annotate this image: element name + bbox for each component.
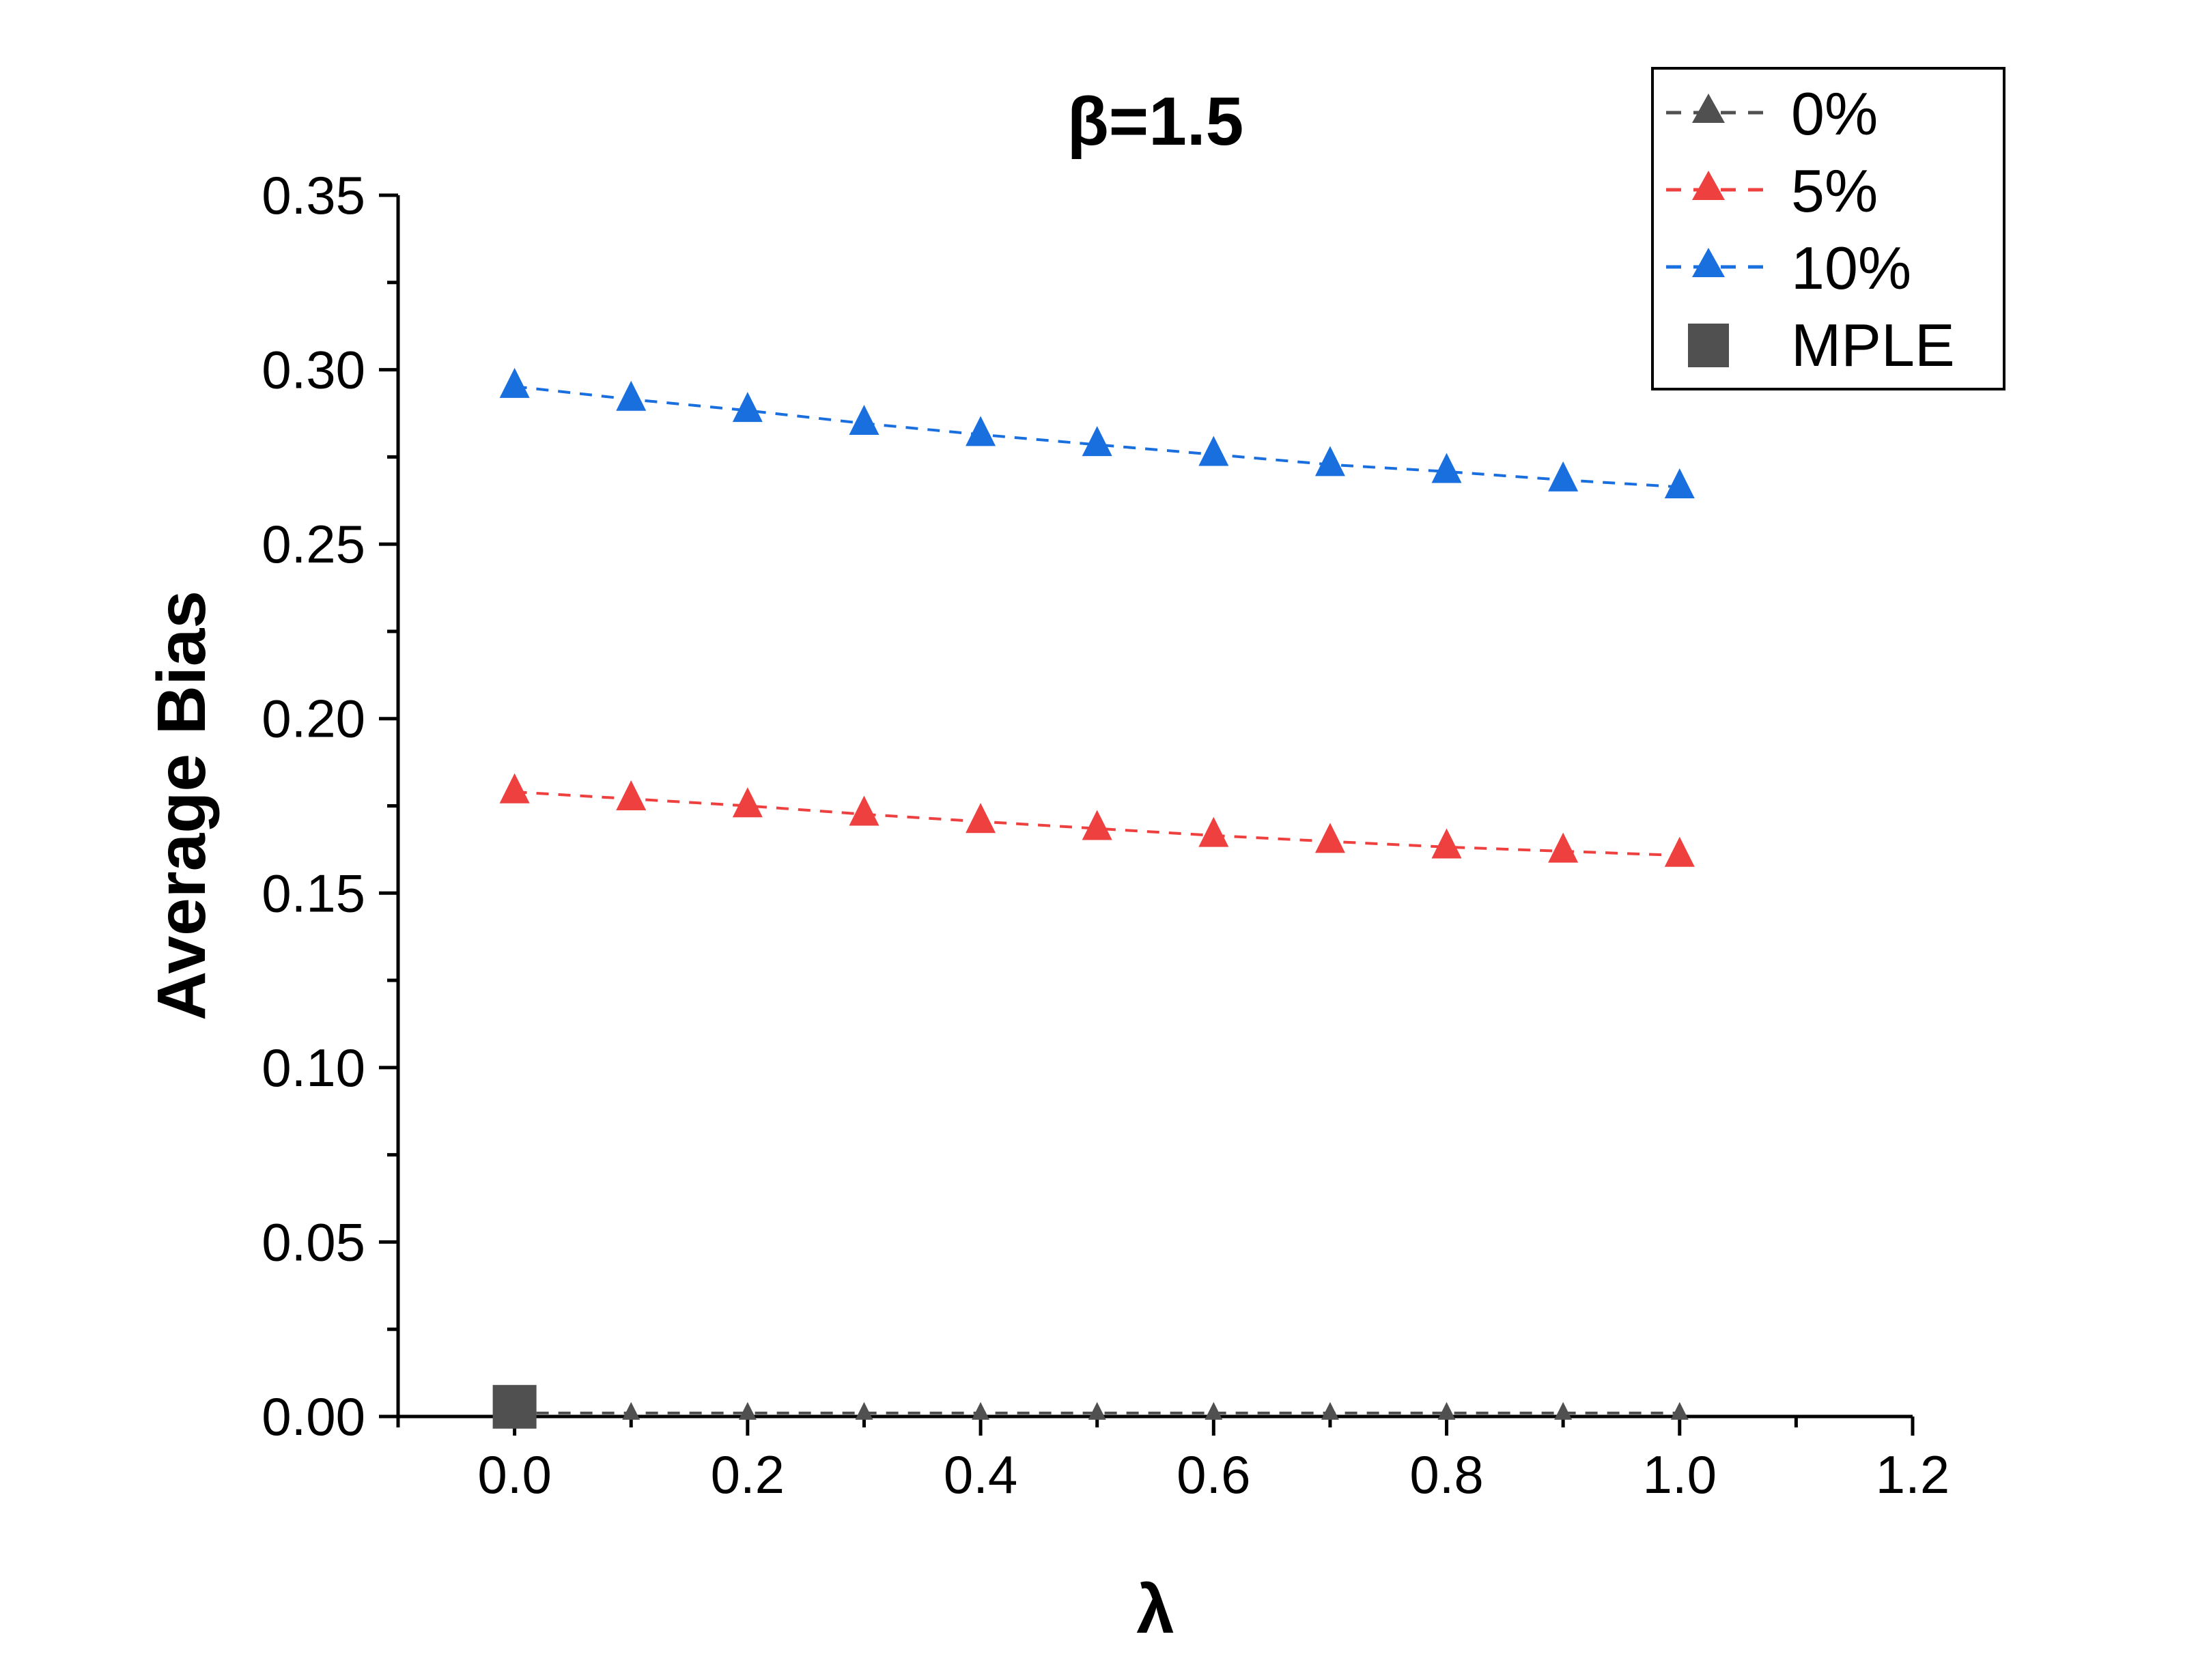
data-point-5pct [1314, 823, 1345, 853]
legend-label-5pct: 5% [1791, 157, 1878, 225]
data-point-0pct [1088, 1401, 1106, 1420]
data-point-0pct [1321, 1401, 1339, 1420]
y-tick-label: 0.25 [262, 514, 365, 574]
data-point-10pct [1198, 436, 1229, 466]
x-tick-label: 1.2 [1876, 1444, 1949, 1505]
data-point-10pct [1314, 446, 1345, 476]
legend-label-10pct: 10% [1791, 234, 1911, 302]
data-point-10pct [1548, 461, 1579, 492]
data-point-10pct [849, 405, 879, 436]
data-point-0pct [1205, 1401, 1223, 1420]
data-point-0pct [972, 1401, 990, 1420]
data-point-5pct [1198, 816, 1229, 847]
y-tick-label: 0.00 [262, 1386, 365, 1447]
y-axis-label: Average Bias [143, 590, 220, 1021]
data-point-10pct [616, 380, 647, 411]
data-point-0pct [1554, 1401, 1573, 1420]
y-tick-label: 0.35 [262, 165, 365, 225]
data-point-mple [492, 1384, 537, 1429]
legend-label-mple: MPLE [1791, 311, 1955, 379]
x-tick-label: 0.8 [1409, 1444, 1483, 1505]
data-point-10pct [1664, 468, 1695, 499]
plot-area [492, 367, 1695, 1429]
data-point-5pct [499, 773, 530, 803]
series-line-5pct [514, 791, 1680, 857]
x-tick-label: 1.0 [1643, 1444, 1717, 1505]
x-axis-label: λ [1136, 1571, 1174, 1648]
chart-title: β=1.5 [1067, 83, 1243, 160]
data-point-10pct [499, 367, 530, 398]
legend-label-0pct: 0% [1791, 80, 1878, 147]
axes: 0.00 0.05 0.10 0.15 0.20 0.25 0.30 0.35 0.0 0.2 0.… [262, 165, 1949, 1505]
x-tick-label: 0.6 [1177, 1444, 1250, 1505]
data-point-10pct [1082, 426, 1112, 457]
data-point-5pct [732, 787, 763, 818]
data-point-10pct [1431, 453, 1462, 483]
data-point-5pct [1082, 810, 1112, 840]
legend-marker-5pct [1692, 171, 1725, 200]
legend: 0% 5% 10% MPLE [1651, 67, 2005, 390]
legend-marker-0pct [1692, 94, 1725, 123]
data-point-5pct [849, 795, 879, 826]
y-tick-label: 0.30 [262, 340, 365, 400]
legend-marker-mple [1688, 324, 1729, 367]
data-point-0pct [855, 1401, 873, 1420]
data-point-0pct [1670, 1401, 1689, 1420]
y-tick-label: 0.20 [262, 689, 365, 749]
data-point-10pct [966, 416, 996, 446]
x-tick-label: 0.2 [711, 1444, 785, 1505]
data-point-0pct [622, 1401, 640, 1420]
data-point-0pct [738, 1401, 757, 1420]
legend-marker-10pct [1692, 248, 1725, 277]
data-point-0pct [1437, 1401, 1456, 1420]
data-point-5pct [616, 780, 647, 810]
data-point-5pct [1664, 836, 1695, 867]
data-point-5pct [1548, 832, 1579, 863]
y-tick-label: 0.15 [262, 863, 365, 923]
y-tick-label: 0.10 [262, 1038, 365, 1098]
y-tick-label: 0.05 [262, 1212, 365, 1272]
x-tick-label: 0.0 [477, 1444, 551, 1505]
data-point-5pct [966, 803, 996, 834]
x-tick-label: 0.4 [944, 1444, 1017, 1505]
data-point-5pct [1431, 828, 1462, 859]
data-point-10pct [732, 392, 763, 423]
